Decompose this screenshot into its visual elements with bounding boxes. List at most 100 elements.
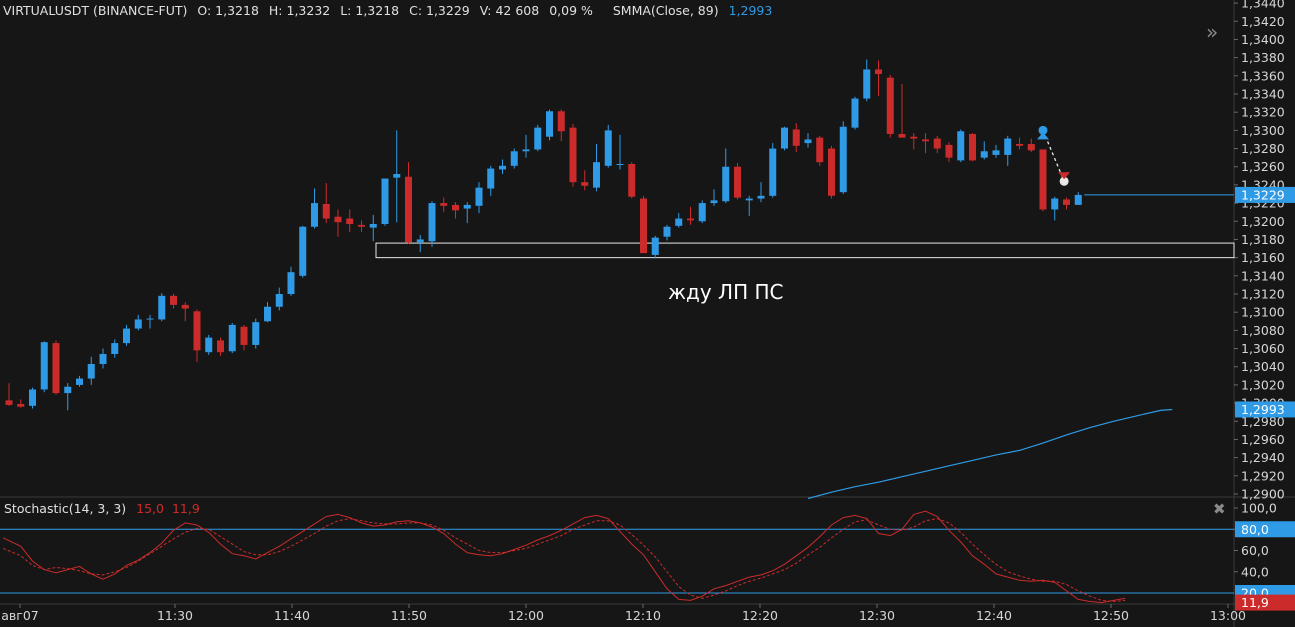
time-tick-label: 12:50 — [1093, 608, 1129, 623]
candle-body — [581, 182, 589, 186]
stochastic-80-label: 80,0 — [1241, 522, 1269, 537]
candle — [980, 141, 988, 160]
candle — [933, 135, 941, 154]
candle — [816, 135, 824, 166]
price-tick-label: 1,2980 — [1241, 414, 1285, 429]
candle — [828, 145, 835, 199]
candle-body — [663, 226, 671, 237]
candle-body — [146, 318, 154, 320]
candle — [452, 202, 459, 219]
candle-body — [687, 218, 694, 221]
volume-value: V: 42 608 — [479, 3, 540, 18]
chart-annotation: жду ЛП ПС — [668, 280, 784, 304]
candle-body — [475, 187, 483, 206]
candle — [217, 337, 224, 356]
candle — [17, 399, 25, 408]
candle-body — [593, 162, 600, 188]
price-tick-label: 1,3160 — [1241, 250, 1285, 265]
candle-body — [522, 149, 530, 152]
candle-body — [792, 129, 800, 146]
candle-body — [193, 311, 201, 351]
price-tick-label: 1,3380 — [1241, 50, 1285, 65]
candle — [546, 109, 553, 141]
candle — [334, 209, 342, 237]
candle-body — [134, 319, 142, 329]
sell-marker — [1059, 176, 1069, 186]
candle — [405, 162, 412, 245]
candle — [886, 74, 894, 138]
candle-body — [287, 272, 295, 295]
smma-price-label-bg — [1235, 401, 1295, 418]
time-tick-label: 12:20 — [742, 608, 778, 623]
candle-body — [440, 203, 448, 206]
time-tick-label: 11:40 — [274, 608, 310, 623]
price-tick-label: 1,2940 — [1241, 450, 1285, 465]
candle — [698, 200, 706, 224]
candle-body — [969, 134, 976, 161]
candle-body — [534, 127, 542, 150]
candle-body — [1027, 144, 1035, 151]
price-tick-label: 1,3360 — [1241, 68, 1285, 83]
candle — [534, 124, 542, 152]
time-tick-label: 12:10 — [625, 608, 661, 623]
last-price-label-bg — [1235, 186, 1295, 203]
price-tick-label: 1,3060 — [1241, 341, 1285, 356]
stochastic-tick-label: 100,0 — [1241, 501, 1277, 516]
support-zone-box — [375, 242, 1235, 259]
candle-body — [311, 203, 318, 227]
candle — [158, 293, 166, 322]
candle — [839, 121, 847, 195]
candle-body — [264, 306, 271, 322]
price-tick-label: 1,2920 — [1241, 468, 1285, 483]
candle — [193, 309, 201, 363]
candle-body — [722, 166, 730, 202]
candle-body — [1016, 144, 1023, 146]
candle — [510, 148, 518, 169]
candle — [499, 159, 506, 175]
candle-body — [428, 203, 436, 242]
candle-body — [781, 127, 788, 149]
candle-body — [651, 237, 659, 255]
candle-body — [769, 148, 777, 196]
candle-body — [17, 404, 25, 407]
symbol-label: VIRTUALUSDT (BINANCE-FUT) — [3, 3, 188, 18]
candle-body — [205, 337, 213, 353]
candle-body — [499, 165, 506, 170]
price-tick-label: 1,3280 — [1241, 141, 1285, 156]
candle — [369, 214, 377, 242]
candle — [358, 220, 365, 233]
candle-body — [933, 138, 941, 149]
candle — [428, 201, 436, 247]
candle — [181, 302, 189, 322]
candle — [722, 148, 730, 204]
candle-body — [851, 98, 859, 128]
low-value: L: 1,3218 — [340, 3, 400, 18]
candle — [76, 375, 83, 387]
candle-body — [604, 130, 612, 166]
candle — [1016, 137, 1023, 150]
candle-body — [393, 174, 401, 178]
expand-panel-icon[interactable]: » — [1206, 20, 1219, 44]
candle-body — [416, 239, 424, 243]
candle — [205, 334, 213, 355]
price-tick-label: 1,3300 — [1241, 123, 1285, 138]
candle-body — [29, 389, 36, 406]
candle-body — [40, 342, 48, 390]
candle-body — [111, 343, 119, 355]
stochastic-tick-label: 60,0 — [1241, 543, 1269, 558]
close-indicator-icon[interactable]: ✖ — [1213, 500, 1226, 518]
candle-body — [158, 295, 166, 320]
candle-body — [546, 111, 553, 137]
candle — [710, 189, 718, 206]
candle-body — [616, 164, 624, 166]
candle-body — [710, 200, 718, 204]
candle — [1051, 196, 1059, 221]
candle-body — [945, 144, 953, 158]
candle — [875, 60, 882, 96]
price-tick-label: 1,2900 — [1241, 487, 1285, 502]
change-value: 0,09 % — [549, 3, 593, 18]
candle — [593, 144, 600, 192]
candle — [581, 170, 589, 191]
price-tick-label: 1,2960 — [1241, 432, 1285, 447]
